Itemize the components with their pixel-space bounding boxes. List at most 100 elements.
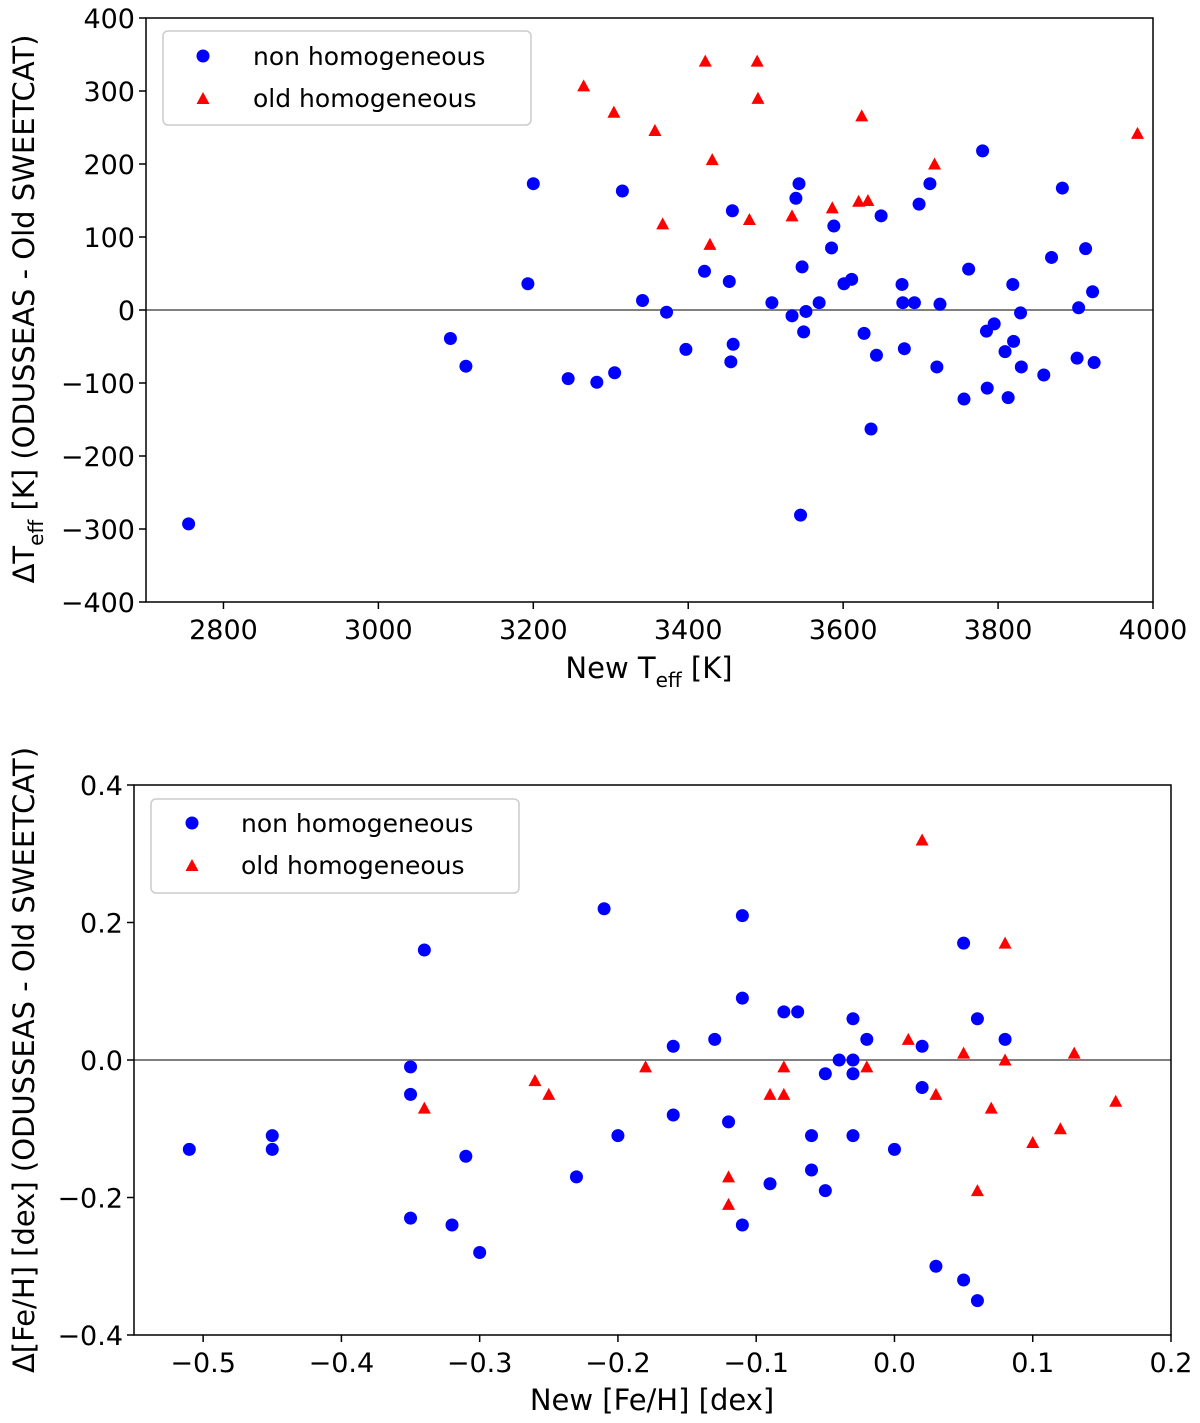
point-old-homogeneous bbox=[705, 153, 719, 166]
x-ticks: −0.5 −0.4 −0.3 −0.2 −0.1 0.0 0.1 0.2 bbox=[170, 1335, 1192, 1379]
point-old-homogeneous bbox=[860, 1060, 874, 1073]
point-old-homogeneous bbox=[417, 1101, 431, 1114]
legend-label-old-homogeneous: old homogeneous bbox=[241, 851, 465, 880]
point-non-homogeneous bbox=[404, 1087, 418, 1101]
point-non-homogeneous bbox=[845, 272, 859, 286]
point-non-homogeneous bbox=[708, 1032, 722, 1046]
point-non-homogeneous bbox=[1055, 181, 1069, 195]
point-non-homogeneous bbox=[590, 375, 604, 389]
plot-frame bbox=[145, 17, 1154, 603]
x-tick-label: −0.3 bbox=[447, 1348, 513, 1379]
point-non-homogeneous bbox=[666, 1039, 680, 1053]
point-non-homogeneous bbox=[998, 1032, 1012, 1046]
x-tick-label: 0.0 bbox=[873, 1348, 916, 1379]
point-old-homogeneous bbox=[1109, 1094, 1123, 1107]
y-tick-label: 200 bbox=[83, 150, 135, 181]
x-tick-label: −0.2 bbox=[585, 1348, 651, 1379]
point-non-homogeneous bbox=[896, 296, 910, 310]
point-old-homogeneous bbox=[1131, 126, 1145, 139]
x-tick-label: −0.1 bbox=[723, 1348, 789, 1379]
point-non-homogeneous bbox=[846, 1067, 860, 1081]
point-non-homogeneous bbox=[1006, 277, 1020, 291]
point-old-homogeneous bbox=[656, 217, 670, 230]
point-non-homogeneous bbox=[929, 1259, 943, 1273]
legend: non homogeneous old homogeneous bbox=[150, 798, 520, 894]
point-non-homogeneous bbox=[608, 366, 622, 380]
point-old-homogeneous bbox=[852, 194, 866, 207]
point-non-homogeneous bbox=[797, 325, 811, 339]
point-non-homogeneous bbox=[970, 1012, 984, 1026]
point-non-homogeneous bbox=[722, 275, 736, 289]
point-old-homogeneous bbox=[742, 212, 756, 226]
data-points bbox=[182, 54, 1145, 531]
point-non-homogeneous bbox=[912, 197, 926, 211]
y-tick-label: 0.4 bbox=[80, 771, 123, 802]
y-tick-label: −400 bbox=[61, 588, 135, 619]
point-old-homogeneous bbox=[607, 105, 621, 118]
point-non-homogeneous bbox=[923, 177, 937, 191]
point-old-homogeneous bbox=[577, 79, 591, 92]
point-non-homogeneous bbox=[445, 1218, 459, 1232]
point-old-homogeneous bbox=[998, 1053, 1012, 1066]
point-non-homogeneous bbox=[794, 508, 808, 522]
point-non-homogeneous bbox=[1079, 242, 1093, 256]
point-non-homogeneous bbox=[1087, 356, 1101, 370]
y-ticks: −0.4 −0.2 0.0 0.2 0.4 bbox=[57, 771, 134, 1352]
point-non-homogeneous bbox=[805, 1163, 819, 1177]
point-non-homogeneous bbox=[660, 305, 674, 319]
x-tick-label: 0.1 bbox=[1011, 1348, 1054, 1379]
x-tick-label: −0.4 bbox=[309, 1348, 375, 1379]
point-non-homogeneous bbox=[857, 326, 871, 340]
point-non-homogeneous bbox=[907, 296, 921, 310]
point-old-homogeneous bbox=[998, 936, 1012, 949]
y-ticks: −400 −300 −200 −100 0 100 200 300 400 bbox=[61, 4, 146, 619]
y-tick-label: −0.4 bbox=[57, 1321, 123, 1352]
y-tick-label: −200 bbox=[61, 442, 135, 473]
point-non-homogeneous bbox=[987, 317, 1001, 331]
point-non-homogeneous bbox=[182, 1142, 196, 1156]
point-old-homogeneous bbox=[777, 1087, 791, 1100]
x-tick-label: 4000 bbox=[1119, 615, 1188, 646]
y-tick-label: 300 bbox=[83, 77, 135, 108]
point-non-homogeneous bbox=[1070, 351, 1084, 365]
y-axis-label: ΔTeff [K] (ODUSSEAS - Old SWEETCAT) bbox=[7, 35, 48, 584]
point-non-homogeneous bbox=[777, 1005, 791, 1019]
point-non-homogeneous bbox=[957, 392, 971, 406]
legend-marker-old-homogeneous bbox=[196, 92, 210, 104]
point-non-homogeneous bbox=[443, 331, 457, 345]
point-non-homogeneous bbox=[569, 1170, 583, 1184]
point-non-homogeneous bbox=[895, 277, 909, 291]
legend-box bbox=[162, 30, 532, 126]
y-tick-label: 400 bbox=[83, 4, 135, 35]
y-tick-label: 0 bbox=[118, 296, 135, 327]
point-non-homogeneous bbox=[846, 1053, 860, 1067]
point-non-homogeneous bbox=[818, 1184, 832, 1198]
point-non-homogeneous bbox=[725, 204, 739, 218]
point-old-homogeneous bbox=[1067, 1046, 1081, 1059]
point-non-homogeneous bbox=[791, 1005, 805, 1019]
point-non-homogeneous bbox=[666, 1108, 680, 1122]
legend-label-old-homogeneous: old homogeneous bbox=[253, 84, 477, 113]
point-non-homogeneous bbox=[735, 909, 749, 923]
point-non-homogeneous bbox=[869, 348, 883, 362]
x-tick-label: 3600 bbox=[809, 615, 878, 646]
point-old-homogeneous bbox=[901, 1032, 915, 1045]
legend-box bbox=[150, 798, 520, 894]
legend-label-non-homogeneous: non homogeneous bbox=[253, 42, 485, 71]
y-axis-label: Δ[Fe/H] [dex] (ODUSSEAS - Old SWEETCAT) bbox=[7, 747, 41, 1373]
point-old-homogeneous bbox=[1026, 1136, 1040, 1149]
point-old-homogeneous bbox=[957, 1046, 971, 1059]
y-tick-label: −300 bbox=[61, 515, 135, 546]
x-tick-label: 0.2 bbox=[1150, 1348, 1193, 1379]
point-non-homogeneous bbox=[957, 936, 971, 950]
point-non-homogeneous bbox=[933, 297, 947, 311]
point-non-homogeneous bbox=[459, 1149, 473, 1163]
point-old-homogeneous bbox=[763, 1087, 777, 1100]
y-tick-label: −100 bbox=[61, 369, 135, 400]
legend-marker-old-homogeneous bbox=[185, 859, 199, 871]
data-points bbox=[182, 833, 1123, 1308]
point-non-homogeneous bbox=[887, 1142, 901, 1156]
x-axis-label: New [Fe/H] [dex] bbox=[530, 1383, 774, 1417]
point-old-homogeneous bbox=[861, 194, 875, 207]
x-tick-label: −0.5 bbox=[170, 1348, 236, 1379]
